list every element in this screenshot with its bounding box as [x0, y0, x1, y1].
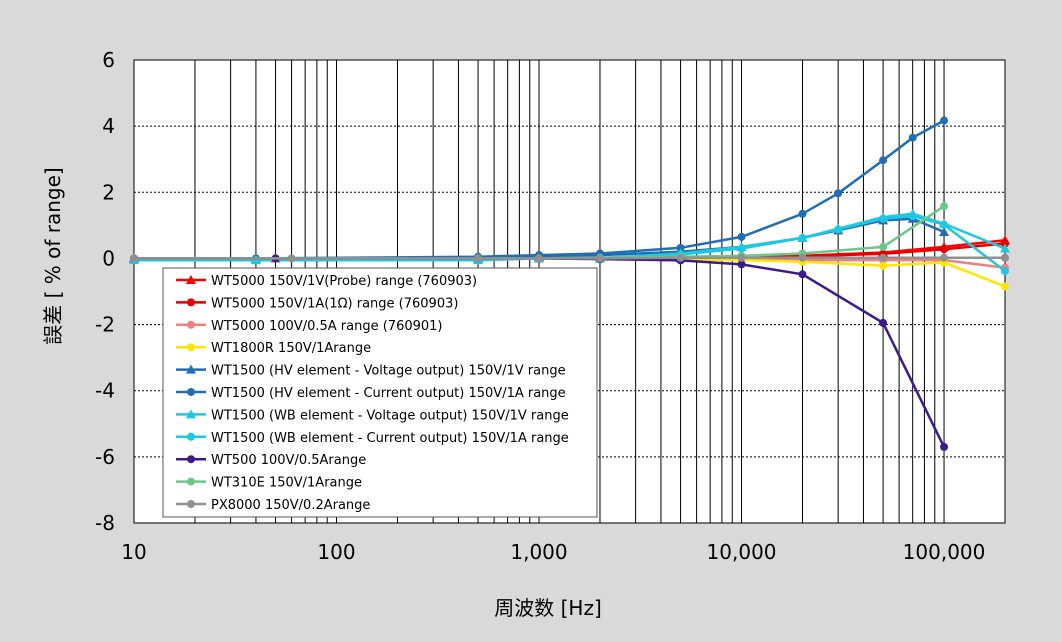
data-point	[676, 243, 685, 252]
legend-swatch-marker	[186, 275, 196, 284]
legend-label: PX8000 150V/0.2Arange	[211, 498, 370, 513]
series-line	[134, 119, 945, 260]
legend-label: WT5000 150V/1V(Probe) range (760903)	[211, 274, 477, 289]
data-point	[798, 253, 807, 262]
legend-item: WT5000 150V/1V(Probe) range (760903)	[176, 274, 477, 289]
legend-label: WT1500 (WB element - Voltage output) 150…	[211, 408, 569, 423]
y-tick-label: 4	[102, 114, 115, 138]
data-point	[474, 254, 483, 263]
data-point	[737, 232, 746, 241]
legend-item: WT5000 100V/0.5A range (760901)	[176, 319, 443, 334]
y-tick-label: -4	[95, 379, 115, 403]
legend-swatch-marker	[187, 388, 195, 396]
legend-item: WT1500 (HV element - Current output) 150…	[176, 386, 566, 401]
legend-label: WT1500 (WB element - Current output) 150…	[211, 431, 569, 446]
data-point	[940, 220, 949, 229]
legend-item: WT1500 (WB element - Current output) 150…	[176, 431, 569, 446]
legend-swatch-marker	[187, 432, 195, 441]
data-point	[834, 189, 843, 198]
legend-item: WT1800R 150V/1Arange	[176, 341, 371, 356]
data-point	[879, 261, 888, 270]
legend-swatch-marker	[186, 409, 196, 419]
data-point	[798, 270, 807, 279]
legend-label: WT5000 150V/1A(1Ω) range (760903)	[211, 296, 458, 311]
data-point	[834, 225, 843, 234]
series-layer	[129, 116, 1010, 451]
legend-swatch-marker	[187, 343, 195, 352]
data-point	[287, 254, 296, 263]
x-axis-title: 周波数 [Hz]	[494, 596, 602, 620]
legend: WT5000 150V/1V(Probe) range (760903) WT50…	[162, 267, 598, 518]
y-tick-label: -2	[95, 313, 115, 337]
data-point	[737, 253, 746, 262]
data-point	[1001, 282, 1009, 291]
data-point	[1000, 243, 1010, 253]
legend-swatch-marker	[187, 298, 195, 307]
data-point	[940, 253, 949, 262]
legend-box	[162, 267, 598, 518]
data-point	[940, 202, 949, 211]
data-point	[535, 254, 544, 263]
legend-swatch-marker	[187, 477, 195, 486]
data-point	[879, 253, 888, 262]
data-point	[939, 226, 950, 236]
legend-item: WT5000 150V/1A(1Ω) range (760903)	[176, 296, 458, 311]
y-tick-label: -6	[95, 445, 115, 469]
legend-label: WT500 100V/0.5Arange	[211, 453, 366, 468]
data-point	[1001, 266, 1009, 275]
x-tick-label: 100,000	[903, 540, 986, 564]
series-line	[134, 256, 1005, 260]
x-tick-label: 10	[121, 540, 146, 564]
data-point	[798, 233, 807, 242]
data-point	[940, 442, 949, 451]
legend-label: WT1500 (HV element - Voltage output) 150…	[211, 364, 566, 379]
y-tick-label: 6	[102, 48, 115, 72]
legend-label: WT310E 150V/1Arange	[211, 476, 362, 491]
data-point	[130, 254, 138, 263]
legend-item: WT1500 (HV element - Voltage output) 150…	[176, 364, 566, 379]
data-point	[940, 245, 949, 254]
data-point	[879, 318, 888, 327]
legend-label: WT5000 100V/0.5A range (760901)	[211, 319, 443, 334]
data-point	[879, 156, 888, 165]
series-6	[130, 116, 949, 263]
x-tick-label: 10,000	[707, 540, 777, 564]
legend-swatch-marker	[186, 364, 196, 374]
data-point	[737, 260, 746, 269]
legend-label: WT1500 (HV element - Current output) 150…	[211, 386, 566, 401]
data-point	[908, 212, 917, 221]
y-tick-label: -8	[95, 511, 115, 535]
legend-item: WT310E 150V/1Arange	[176, 476, 362, 491]
data-point	[1001, 253, 1009, 262]
y-tick-label: 0	[102, 246, 115, 270]
y-axis-title: 誤差 [ % of range]	[41, 167, 65, 344]
legend-swatch-marker	[187, 455, 195, 464]
plot-border	[133, 59, 1006, 524]
data-point	[798, 209, 807, 218]
legend-item: PX8000 150V/0.2Arange	[176, 498, 370, 513]
x-tick-label: 1,000	[510, 540, 567, 564]
legend-item: WT1500 (WB element - Voltage output) 150…	[176, 408, 569, 423]
data-point	[879, 242, 888, 251]
legend-swatch-marker	[187, 320, 195, 329]
legend-label: WT1800R 150V/1Arange	[211, 341, 371, 356]
data-point	[595, 254, 604, 263]
data-point	[737, 244, 746, 253]
data-point	[676, 253, 685, 262]
x-tick-label: 100	[317, 540, 355, 564]
series-11	[130, 253, 1009, 263]
data-point	[940, 116, 949, 125]
data-point	[908, 133, 917, 142]
legend-swatch-marker	[187, 500, 195, 508]
y-tick-label: 2	[102, 180, 115, 204]
tick-layer: 10 100 1,000 10,000 100,000 6 4 2 0 -2 -4 -6 -8	[95, 48, 985, 564]
data-point	[879, 214, 888, 223]
legend-item: WT500 100V/0.5Arange	[176, 453, 366, 468]
